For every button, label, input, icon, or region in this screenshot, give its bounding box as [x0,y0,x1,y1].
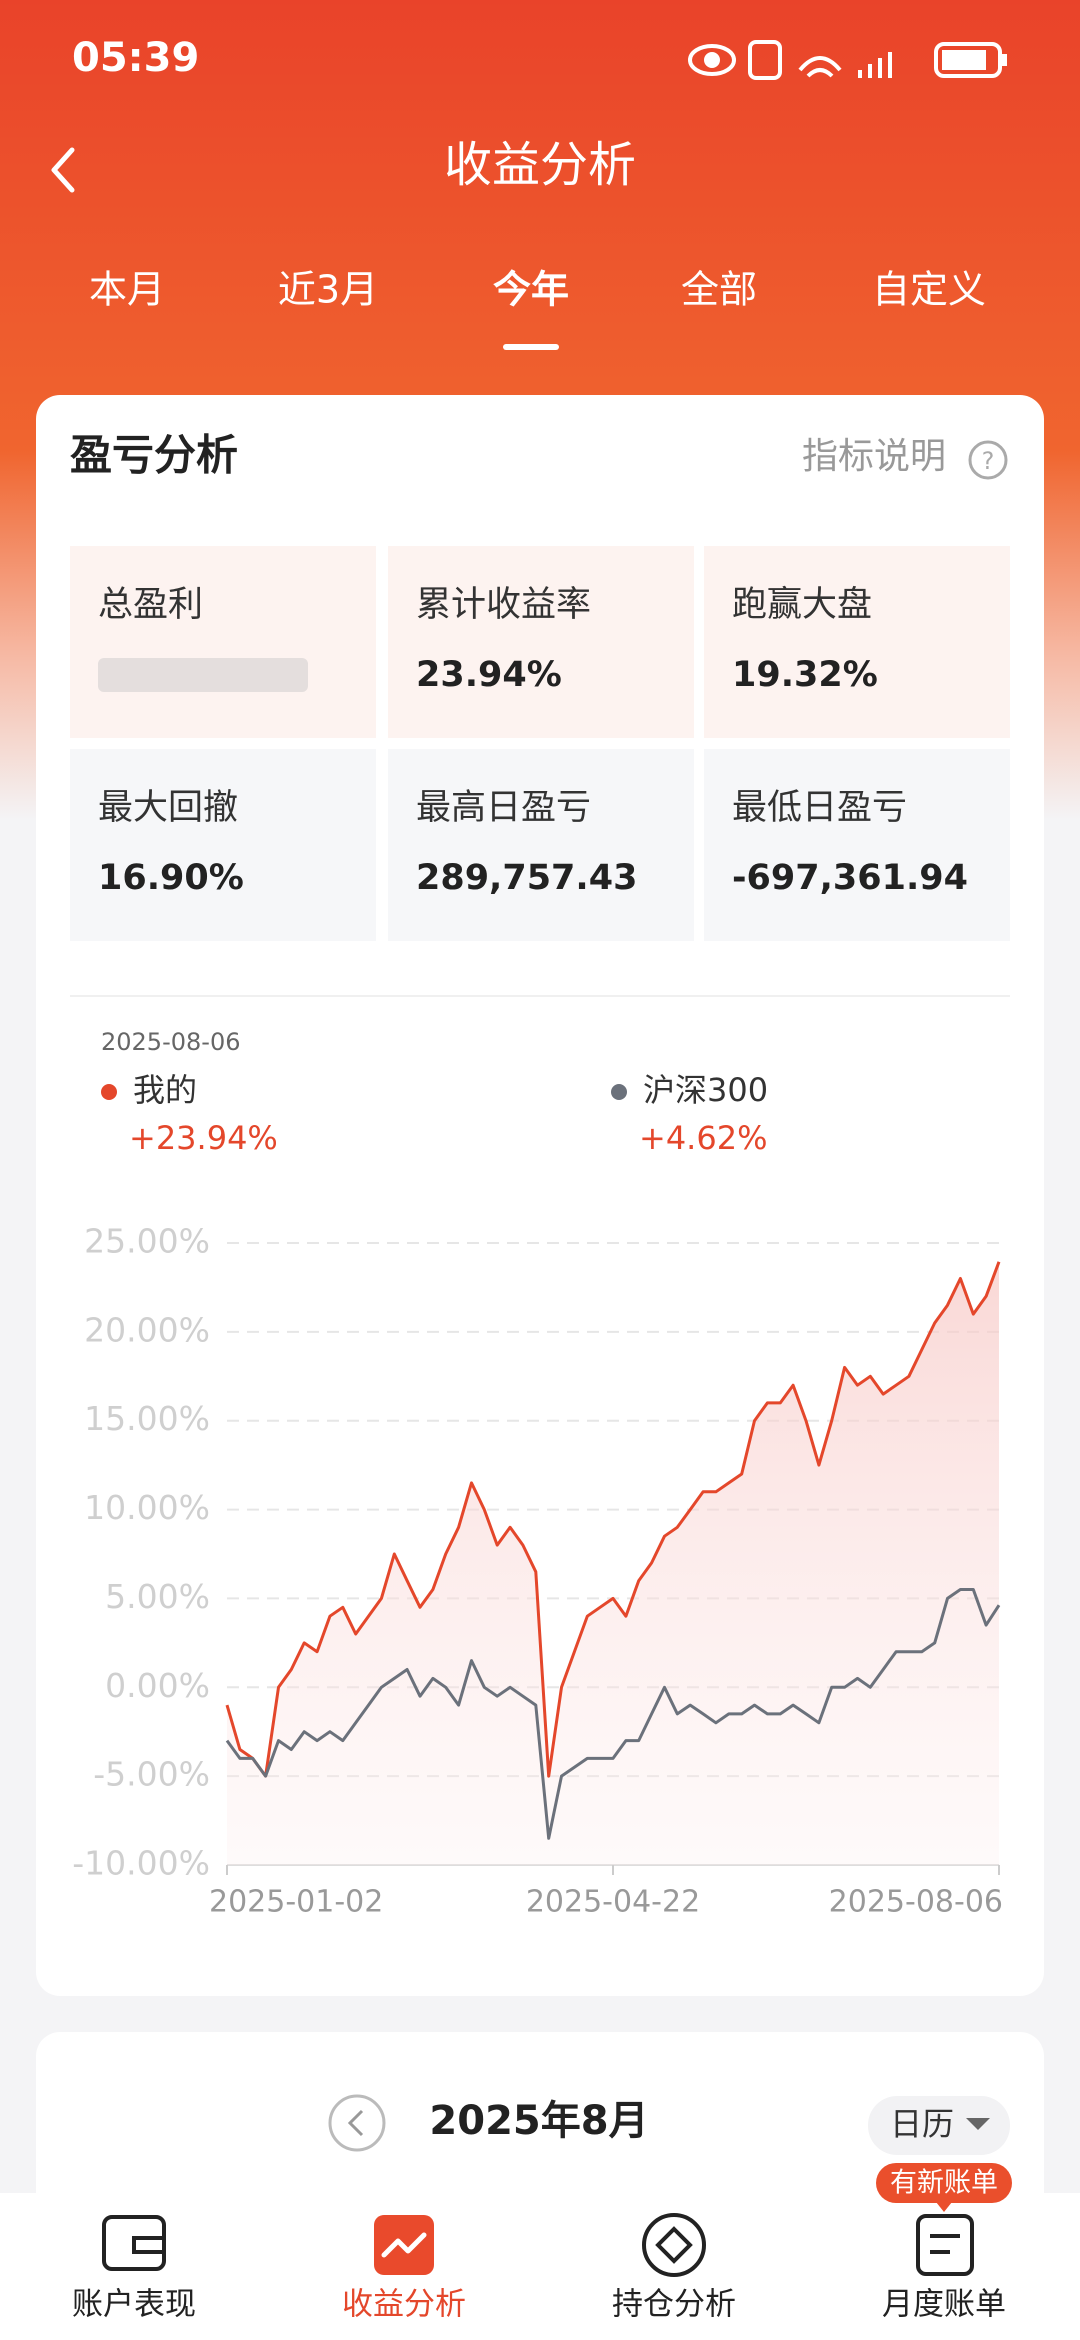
legend-dot [101,1084,117,1100]
card-title: 盈亏分析 [70,431,238,480]
metric-value: 16.90% [98,858,244,898]
calendar-month: 2025年8月 [429,2098,648,2144]
legend-value: +23.94% [129,1119,278,1157]
metric-value: -697,361.94 [732,858,968,898]
metric-cell [70,749,376,941]
tab[interactable]: 自定义 [872,268,986,312]
y-tick-label: -10.00% [72,1844,210,1883]
y-tick-label: 20.00% [84,1310,210,1349]
metric-label: 累计收益率 [416,585,591,625]
legend-name: 沪深300 [643,1071,768,1109]
help-icon-mark: ? [982,447,995,475]
metric-value: 289,757.43 [416,858,637,898]
nav-label[interactable]: 收益分析 [342,2287,466,2323]
tab[interactable]: 近3月 [278,268,378,312]
help-icon[interactable] [968,440,1008,480]
nav-label[interactable]: 账户表现 [72,2287,196,2323]
nav-icon-active-glyph [381,2232,427,2258]
metrics: 总盈利 累计收益率 23.94% 跑赢大盘 19.32% 最大回撤 16.90% 最高日盈亏 2… [70,546,1010,941]
nav-label[interactable]: 月度账单 [882,2287,1006,2323]
metric-cell [704,749,1010,941]
prev-arrow [347,2109,364,2137]
badge-text: 有新账单 [890,2168,998,2199]
status-time: 05:39 [72,35,199,81]
legend-name: 我的 [133,1071,197,1109]
series-line [225,1588,1001,1840]
y-tick-label: 10.00% [84,1488,210,1527]
legend-dot [611,1084,627,1100]
metric-label: 最低日盈亏 [732,788,907,828]
help-link[interactable]: 指标说明 [802,436,946,477]
badge-tail [936,2202,952,2212]
status-icons [688,40,1007,80]
metric-cell [704,546,1010,738]
y-tick-label: 0.00% [105,1666,210,1705]
tab[interactable]: 今年 [493,268,569,312]
nav-label[interactable]: 持仓分析 [612,2287,736,2323]
x-tick-label: 2025-01-02 [209,1885,383,1920]
metric-value: 19.32% [732,655,878,695]
series-line [225,1261,1001,1778]
nav-items: 账户表现 收益分析 持仓分析 月度账单 [72,2287,1006,2323]
metric-label: 最高日盈亏 [416,788,591,828]
x-tick-label: 2025-08-06 [829,1885,1003,1920]
metric-value: 23.94% [416,655,562,695]
bottom-nav [0,2193,1080,2340]
y-tick-label: 25.00% [84,1222,210,1261]
view-caret [966,2118,990,2130]
chart: 我的 +23.94% 沪深300 +4.62% -10.00% -5.00% 0.00% 5.… [72,1071,1003,1920]
tab[interactable]: 全部 [681,268,757,312]
metric-label: 最大回撤 [98,788,238,828]
metric-cell [388,546,694,738]
metric-label: 总盈利 [98,585,203,625]
metric-cell [70,546,376,738]
y-tick-label: -5.00% [93,1755,210,1794]
view-label: 日历 [890,2105,954,2143]
metric-cell [388,749,694,941]
view-selector[interactable] [868,2096,1010,2155]
metric-label: 跑赢大盘 [732,585,872,625]
chart-date: 2025-08-06 [101,1028,240,1056]
tab-indicator [503,344,559,350]
x-tick-label: 2025-04-22 [526,1885,700,1920]
metric-value-hidden [98,658,308,692]
page-title: 收益分析 [444,137,636,193]
back-button[interactable] [51,147,75,193]
badge [876,2163,1012,2203]
nav-icons [102,2213,974,2277]
y-tick-label: 5.00% [105,1577,210,1616]
legend-value: +4.62% [639,1119,767,1157]
tabs: 本月 近3月 今年 全部 自定义 [89,268,986,350]
prev-month[interactable] [328,2094,386,2152]
tab[interactable]: 本月 [89,268,165,312]
y-tick-label: 15.00% [84,1399,210,1438]
